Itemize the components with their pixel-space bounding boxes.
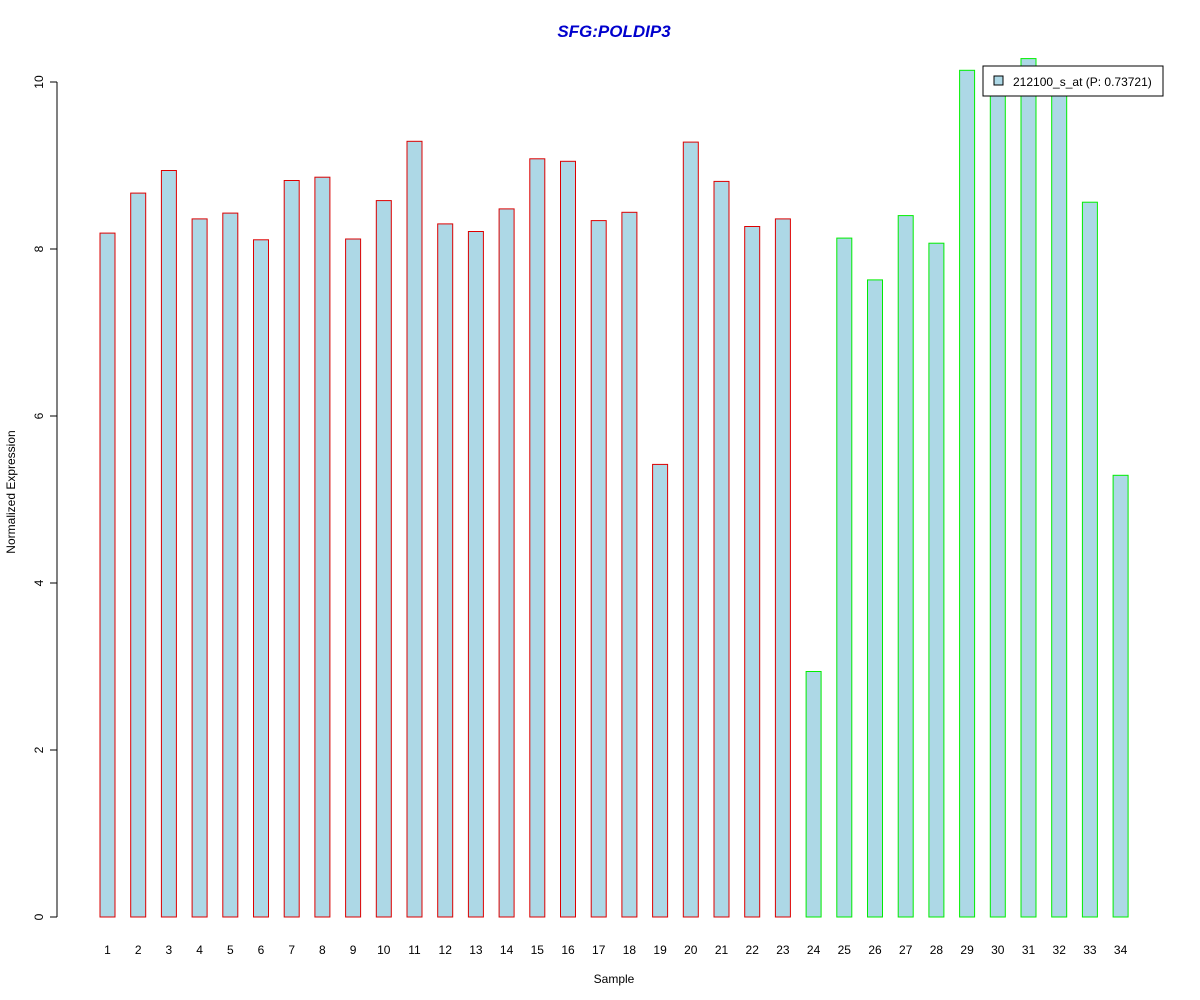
legend-label: 212100_s_at (P: 0.73721) [1013,75,1152,89]
bar [590,220,607,918]
bar [283,180,300,918]
x-tick-label: 33 [1083,943,1097,957]
bar [989,83,1006,918]
bar [529,158,546,918]
bar [959,69,976,918]
x-tick-label: 13 [469,943,483,957]
x-tick-label: 2 [135,943,142,957]
x-tick-label: 8 [319,943,326,957]
x-axis-tick-labels: 1 2 3 4 5 6 7 8 9 10 11 12 13 14 15 16 17 18 19 20 21 22 23 24 2… [104,943,1127,957]
bar [406,140,423,918]
x-tick-label: 29 [960,943,974,957]
bar [345,238,362,918]
bar [682,141,699,918]
x-tick-label: 5 [227,943,234,957]
x-tick-label: 9 [350,943,357,957]
x-tick-label: 34 [1114,943,1128,957]
x-tick-label: 14 [500,943,514,957]
y-axis: 0 2 4 6 8 10 [32,75,58,920]
x-tick-label: 24 [807,943,821,957]
legend: 212100_s_at (P: 0.73721) [982,65,1164,97]
x-tick-label: 30 [991,943,1005,957]
bar [774,218,791,918]
x-tick-label: 28 [930,943,944,957]
bar [253,239,269,918]
x-tick-label: 10 [377,943,391,957]
bar [621,211,638,918]
bar [1112,474,1129,918]
bar [1051,88,1068,918]
x-tick-label: 22 [746,943,760,957]
bar [713,180,730,918]
y-tick-label: 6 [32,412,46,419]
y-tick-label: 4 [32,579,46,586]
bar [560,160,576,918]
x-tick-label: 20 [684,943,698,957]
x-tick-label: 25 [838,943,852,957]
x-tick-label: 12 [439,943,453,957]
bar [836,237,853,918]
bar [867,279,883,918]
x-tick-label: 7 [288,943,295,957]
bar [897,215,914,918]
chart-title: SFG:POLDIP3 [557,22,671,41]
bar [130,192,147,918]
y-tick-label: 10 [32,75,46,89]
x-tick-label: 16 [561,943,575,957]
x-tick-label: 19 [653,943,667,957]
legend-box [982,65,1164,97]
x-axis-label: Sample [594,972,635,986]
bar [191,218,208,918]
y-tick-label: 0 [32,913,46,920]
legend-swatch [993,75,1004,86]
bar [1081,201,1098,918]
x-tick-label: 6 [258,943,265,957]
bar [928,242,945,918]
bar [744,226,761,918]
x-tick-label: 31 [1022,943,1036,957]
x-tick-label: 27 [899,943,913,957]
bar [99,232,116,918]
x-tick-label: 23 [776,943,790,957]
x-tick-label: 4 [196,943,203,957]
x-tick-label: 32 [1053,943,1067,957]
x-tick-label: 1 [104,943,111,957]
bar [652,463,669,918]
x-tick-label: 21 [715,943,729,957]
bar [498,208,515,918]
y-tick-label: 8 [32,245,46,252]
x-tick-label: 11 [408,943,421,957]
bar [1020,58,1037,918]
bar [314,176,331,918]
y-tick-label: 2 [32,746,46,753]
bar [437,223,454,918]
bar [375,200,392,918]
bar [467,231,484,918]
bar [222,212,239,918]
x-tick-label: 26 [868,943,882,957]
bars [99,58,1129,918]
y-axis-label: Normalized Expression [4,430,18,553]
x-tick-label: 18 [623,943,637,957]
bar [805,671,822,918]
bar [160,170,177,918]
x-tick-label: 17 [592,943,606,957]
x-tick-label: 15 [531,943,545,957]
x-tick-label: 3 [166,943,173,957]
